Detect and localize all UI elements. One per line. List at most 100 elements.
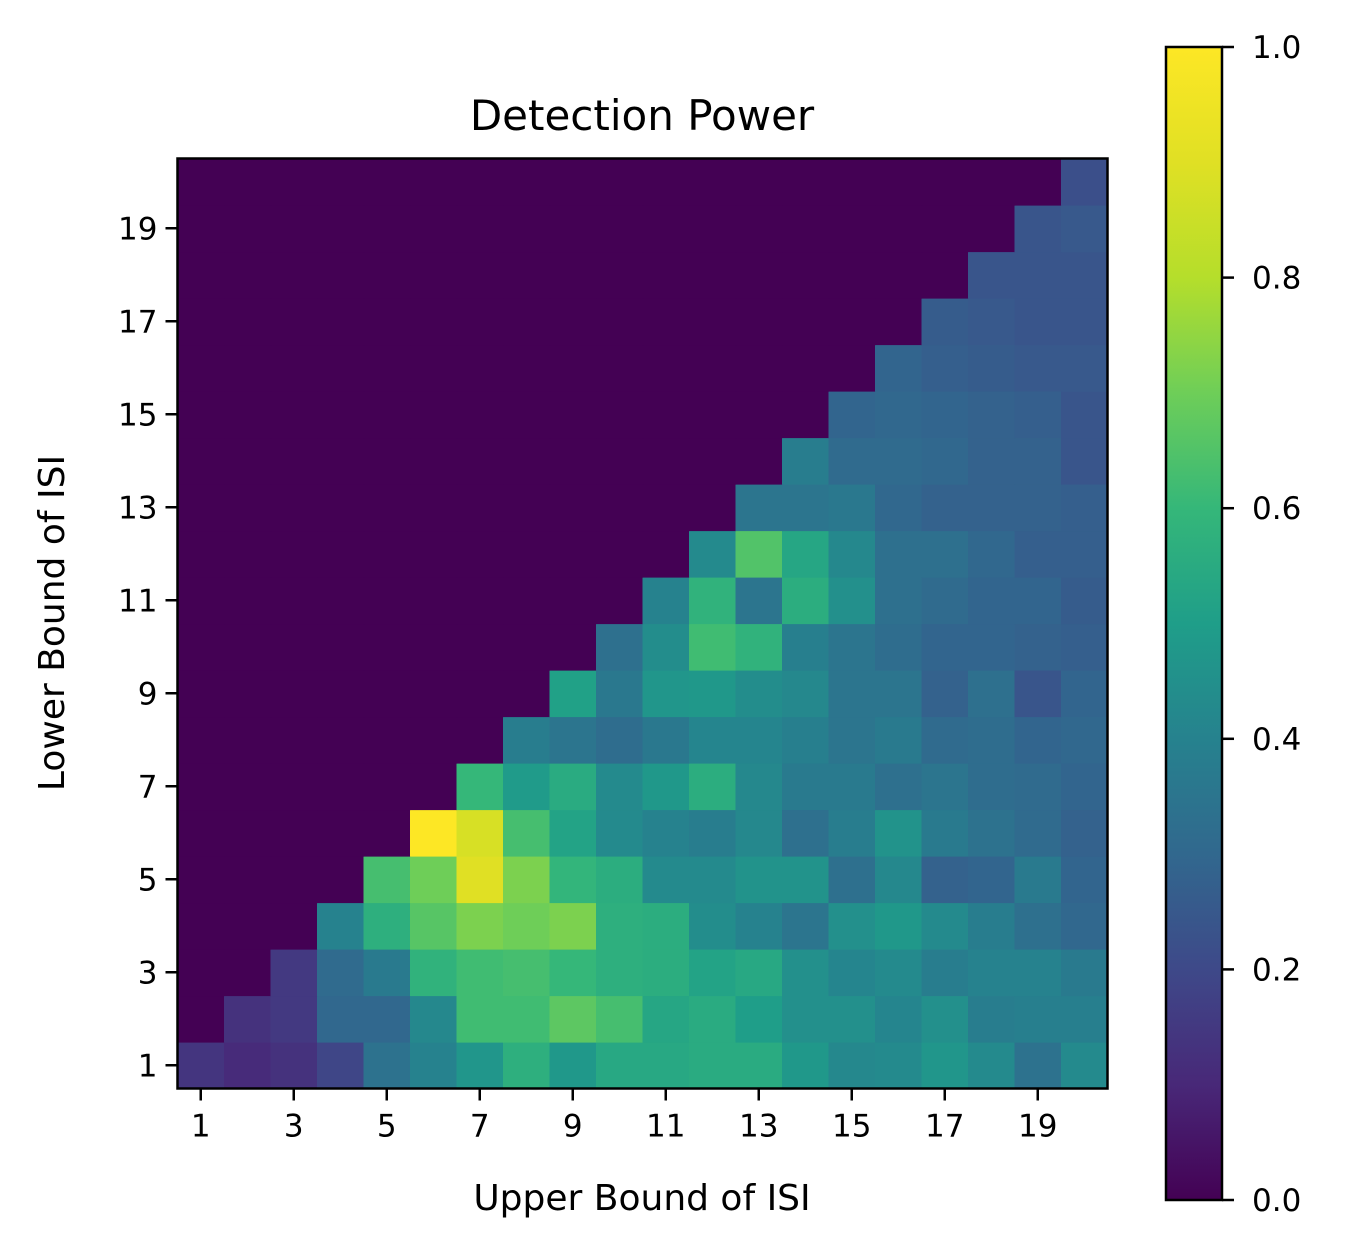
heatmap-cell <box>968 902 1016 950</box>
heatmap-cell <box>270 530 318 578</box>
heatmap-cell <box>456 809 504 857</box>
heatmap-cell <box>1014 530 1062 578</box>
heatmap-cell <box>224 577 272 625</box>
colorbar-ticks: 0.0 0.2 0.4 0.6 0.8 1.0 <box>1222 30 1301 1219</box>
heatmap-cell <box>596 484 644 532</box>
heatmap-cell <box>782 856 830 904</box>
heatmap-cell <box>642 344 690 392</box>
heatmap-cell <box>270 949 318 997</box>
heatmap-cell <box>1014 623 1062 671</box>
heatmap-cell <box>1061 298 1109 346</box>
heatmap-cell <box>689 344 737 392</box>
heatmap-cell <box>363 577 411 625</box>
heatmap-cell <box>363 716 411 764</box>
heatmap-cell <box>642 1042 690 1090</box>
heatmap-cell <box>875 530 923 578</box>
heatmap-cell <box>689 391 737 439</box>
heatmap-cell <box>503 251 551 299</box>
heatmap-cell <box>224 716 272 764</box>
heatmap-cell <box>177 298 225 346</box>
heatmap-cell <box>1014 763 1062 811</box>
y-tick-label: 9 <box>138 676 158 712</box>
heatmap-cell <box>968 809 1016 857</box>
heatmap-cell <box>224 298 272 346</box>
heatmap-cell <box>968 949 1016 997</box>
heatmap-cell <box>363 391 411 439</box>
heatmap-cell <box>689 530 737 578</box>
heatmap-cell <box>1014 949 1062 997</box>
heatmap-cell <box>968 158 1016 206</box>
heatmap-cell <box>782 1042 830 1090</box>
heatmap-cell <box>968 716 1016 764</box>
heatmap-cell <box>875 158 923 206</box>
heatmap-cell <box>270 251 318 299</box>
heatmap-cell <box>689 716 737 764</box>
heatmap-cell <box>270 205 318 253</box>
heatmap-cell <box>921 158 969 206</box>
heatmap-cell <box>875 995 923 1043</box>
heatmap-cell <box>782 298 830 346</box>
heatmap-cell <box>689 251 737 299</box>
colorbar-tick-label: 0.2 <box>1252 952 1301 988</box>
heatmap-cell <box>224 763 272 811</box>
heatmap-cell <box>921 1042 969 1090</box>
heatmap-cell <box>875 205 923 253</box>
x-tick-label: 3 <box>284 1109 304 1145</box>
heatmap-cell <box>921 763 969 811</box>
heatmap-cell <box>456 298 504 346</box>
heatmap-cell <box>410 949 458 997</box>
heatmap-cell <box>1014 902 1062 950</box>
heatmap-cell <box>735 391 783 439</box>
heatmap-cell <box>1014 484 1062 532</box>
heatmap-cell <box>456 623 504 671</box>
heatmap-cell <box>549 577 597 625</box>
heatmap-cell <box>1014 716 1062 764</box>
heatmap-cell <box>1061 902 1109 950</box>
heatmap-cell <box>968 856 1016 904</box>
x-tick-label: 5 <box>377 1109 397 1145</box>
heatmap-cell <box>410 1042 458 1090</box>
heatmap-cell <box>875 902 923 950</box>
heatmap-cell <box>1061 949 1109 997</box>
heatmap-cell <box>875 809 923 857</box>
heatmap-cell <box>317 716 365 764</box>
heatmap-cell <box>549 716 597 764</box>
heatmap-cell <box>875 1042 923 1090</box>
heatmap-cell <box>642 298 690 346</box>
heatmap-cell <box>270 391 318 439</box>
heatmap-cell <box>549 298 597 346</box>
heatmap-cell <box>177 716 225 764</box>
heatmap-cell <box>828 809 876 857</box>
heatmap-cell <box>224 856 272 904</box>
heatmap-cell <box>177 995 225 1043</box>
heatmap-cell <box>1061 344 1109 392</box>
heatmap-cell <box>317 623 365 671</box>
heatmap-cell <box>642 251 690 299</box>
heatmap-cell <box>317 205 365 253</box>
heatmap-cell <box>875 670 923 718</box>
heatmap-cell <box>456 251 504 299</box>
heatmap-cell <box>828 623 876 671</box>
heatmap-cell <box>828 949 876 997</box>
heatmap-cell <box>503 205 551 253</box>
heatmap-cell <box>642 995 690 1043</box>
heatmap-cell <box>456 1042 504 1090</box>
heatmap-cell <box>642 205 690 253</box>
heatmap-cell <box>177 623 225 671</box>
heatmap-cell <box>921 344 969 392</box>
heatmap-cell <box>1061 251 1109 299</box>
heatmap-cell <box>735 809 783 857</box>
heatmap-cell <box>596 437 644 485</box>
heatmap-cell <box>503 577 551 625</box>
heatmap-cell <box>875 344 923 392</box>
heatmap-cell <box>224 344 272 392</box>
x-tick-label: 19 <box>1018 1109 1057 1145</box>
heatmap-cell <box>642 763 690 811</box>
x-tick-label: 11 <box>646 1109 685 1145</box>
heatmap-cell <box>735 344 783 392</box>
heatmap-cell <box>317 1042 365 1090</box>
y-tick-label: 7 <box>138 769 158 805</box>
heatmap-cell <box>642 902 690 950</box>
heatmap-cell <box>642 949 690 997</box>
